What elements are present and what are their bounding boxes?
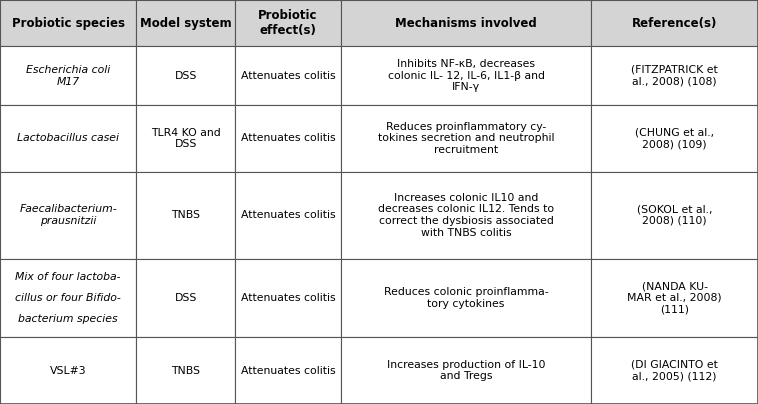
Bar <box>235 105 341 172</box>
Text: TNBS: TNBS <box>171 366 200 376</box>
Text: bacterium species: bacterium species <box>18 314 118 324</box>
Text: Attenuates colitis: Attenuates colitis <box>241 71 335 81</box>
Text: Model system: Model system <box>140 17 231 30</box>
Bar <box>591 105 758 172</box>
Bar <box>0 172 136 259</box>
Bar <box>235 172 341 259</box>
Text: TNBS: TNBS <box>171 210 200 220</box>
Text: Increases colonic IL10 and
decreases colonic IL12. Tends to
correct the dysbiosi: Increases colonic IL10 and decreases col… <box>378 193 554 238</box>
Text: cillus or four Bifido-: cillus or four Bifido- <box>15 293 121 303</box>
Bar <box>591 259 758 337</box>
Text: Inhibits NF-κB, decreases
colonic IL- 12, IL-6, IL1-β and
IFN-γ: Inhibits NF-κB, decreases colonic IL- 12… <box>387 59 545 93</box>
Bar <box>341 259 591 337</box>
Bar <box>591 337 758 404</box>
Text: Attenuates colitis: Attenuates colitis <box>241 293 335 303</box>
Text: VSL#3: VSL#3 <box>50 366 86 376</box>
Bar <box>136 337 235 404</box>
Text: (DI GIACINTO et
al., 2005) (112): (DI GIACINTO et al., 2005) (112) <box>631 360 718 381</box>
Text: DSS: DSS <box>174 71 197 81</box>
Bar <box>341 337 591 404</box>
Text: (FITZPATRICK et
al., 2008) (108): (FITZPATRICK et al., 2008) (108) <box>631 65 718 86</box>
Text: DSS: DSS <box>174 293 197 303</box>
Text: Probiotic
effect(s): Probiotic effect(s) <box>258 9 318 37</box>
Text: (SOKOL et al.,
2008) (110): (SOKOL et al., 2008) (110) <box>637 204 713 226</box>
Bar <box>0 105 136 172</box>
Text: Attenuates colitis: Attenuates colitis <box>241 366 335 376</box>
Text: Escherichia coli
M17: Escherichia coli M17 <box>26 65 111 86</box>
Text: Faecalibacterium-
prausnitzii: Faecalibacterium- prausnitzii <box>20 204 117 226</box>
Bar <box>591 172 758 259</box>
Bar <box>136 46 235 105</box>
Bar <box>0 337 136 404</box>
Bar <box>341 105 591 172</box>
Bar <box>591 46 758 105</box>
Bar <box>136 259 235 337</box>
Text: (CHUNG et al.,
2008) (109): (CHUNG et al., 2008) (109) <box>635 128 714 149</box>
Text: Mix of four lactoba-: Mix of four lactoba- <box>15 272 121 282</box>
Text: Lactobacillus casei: Lactobacillus casei <box>17 133 119 143</box>
Text: (NANDA KU-
MAR et al., 2008)
(111): (NANDA KU- MAR et al., 2008) (111) <box>628 281 722 315</box>
Bar <box>341 0 591 46</box>
Bar <box>341 172 591 259</box>
Text: Reference(s): Reference(s) <box>632 17 717 30</box>
Text: Probiotic species: Probiotic species <box>11 17 125 30</box>
Bar <box>0 0 136 46</box>
Text: Attenuates colitis: Attenuates colitis <box>241 210 335 220</box>
Text: Reduces colonic proinflamma-
tory cytokines: Reduces colonic proinflamma- tory cytoki… <box>384 287 549 309</box>
Bar <box>591 0 758 46</box>
Bar <box>235 337 341 404</box>
Bar <box>136 0 235 46</box>
Text: TLR4 KO and
DSS: TLR4 KO and DSS <box>151 128 221 149</box>
Text: Reduces proinflammatory cy-
tokines secretion and neutrophil
recruitment: Reduces proinflammatory cy- tokines secr… <box>378 122 554 155</box>
Bar <box>341 46 591 105</box>
Bar <box>235 46 341 105</box>
Bar <box>235 259 341 337</box>
Text: Mechanisms involved: Mechanisms involved <box>395 17 537 30</box>
Bar <box>136 105 235 172</box>
Bar <box>0 259 136 337</box>
Text: Attenuates colitis: Attenuates colitis <box>241 133 335 143</box>
Text: Increases production of IL-10
and Tregs: Increases production of IL-10 and Tregs <box>387 360 546 381</box>
Bar <box>136 172 235 259</box>
Bar <box>0 46 136 105</box>
Bar <box>235 0 341 46</box>
